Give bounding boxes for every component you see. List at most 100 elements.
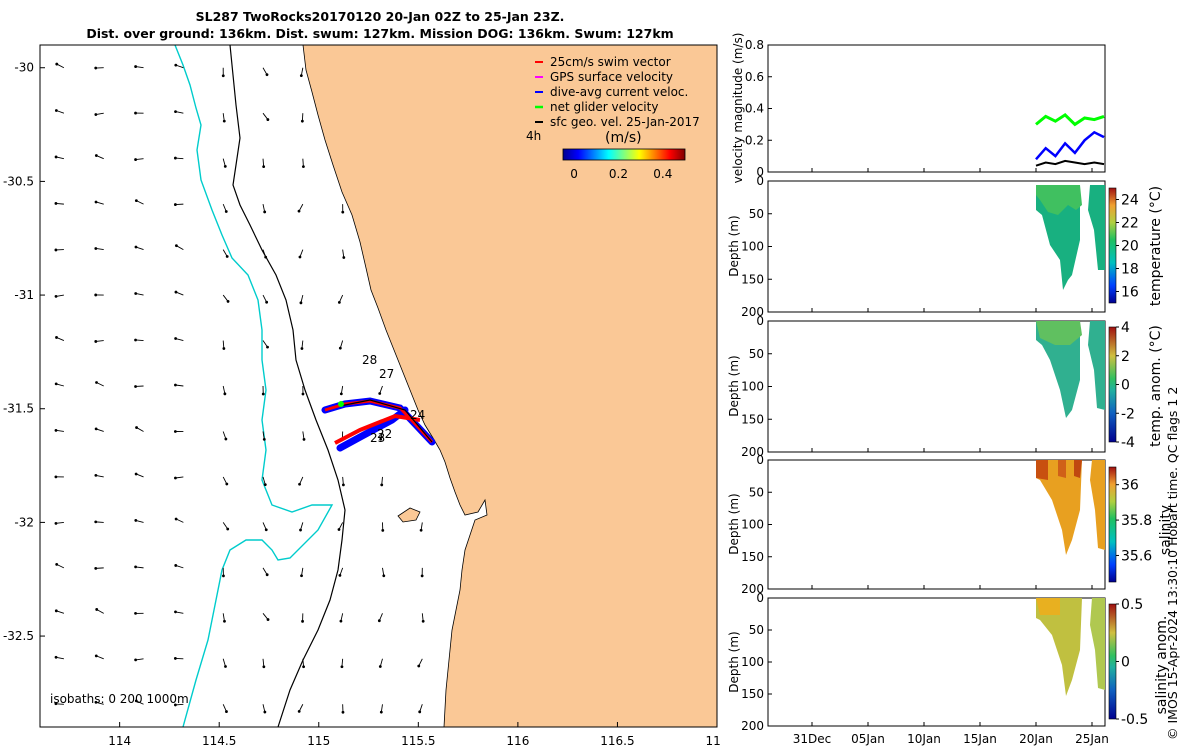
velocity-arrow-head [265, 573, 269, 577]
velocity-arrow-head [54, 702, 58, 706]
panel-y-tick-label: 100 [741, 655, 764, 669]
velocity-arrow-head [134, 65, 138, 68]
velocity-arrow-head [174, 337, 178, 340]
velocity-arrow-head [173, 657, 177, 660]
velocity-arrow-head [299, 301, 303, 305]
velocity-arrow-head [134, 472, 138, 476]
velocity-arrow-head [94, 154, 98, 157]
panel-y-tick-label: 100 [741, 380, 764, 394]
time-step-label: 4h [526, 129, 541, 143]
velocity-arrow-head [94, 473, 98, 477]
velocity-arrow-head [174, 110, 177, 113]
velocity-arrow-head [266, 618, 270, 621]
velocity-arrow-head [262, 665, 266, 669]
day-label-23: 23 [370, 431, 385, 445]
velocity-arrow-head [380, 483, 384, 487]
velocity-arrow-head [301, 619, 304, 623]
velocity-arrow-head [223, 392, 227, 396]
velocity-arrow-head [95, 608, 99, 611]
panel-y-tick-label: 0 [756, 174, 764, 188]
velocity-arrow-head [54, 609, 58, 613]
velocity-arrow-head [94, 520, 98, 524]
salinity-anomaly-section [1036, 598, 1105, 696]
colorbar-tick-label: 16 [1121, 285, 1139, 301]
velocity-arrow-head [300, 574, 303, 578]
velocity-arrow-head [222, 347, 226, 350]
velocity-arrow-head [54, 202, 58, 205]
velocity-arrow-head [94, 293, 98, 297]
velocity-arrow-head [420, 574, 424, 578]
panel-x-tick-label: 20Jan [1019, 732, 1053, 746]
map-y-tick-label: -30.5 [3, 174, 34, 188]
velocity-arrow-head [298, 482, 301, 486]
legend-geo: sfc geo. vel. 25-Jan-2017 [550, 115, 700, 129]
velocity-arrow-head [225, 255, 229, 258]
colorbar-tick-label: 0 [1121, 378, 1130, 394]
colorbar-tick-label: -2 [1121, 406, 1135, 422]
isobath-200m [229, 45, 346, 727]
velocity-arrow-head [341, 483, 345, 487]
velocity-arrow-head [174, 290, 178, 294]
panel-y-tick-label: 50 [749, 623, 764, 637]
velocity-arrow-head [94, 700, 98, 704]
velocity-arrow-head [54, 382, 58, 386]
panel-y-tick-label: 150 [741, 272, 764, 286]
velocity-arrow-head [301, 165, 305, 169]
velocity-arrow-head [299, 528, 302, 532]
velocity-arrow-head [94, 654, 98, 658]
velocity-arrow-head [265, 300, 269, 304]
map-colorbar-tick-label: 0.4 [653, 167, 672, 181]
panel-x-tick-label: 25Jan [1075, 732, 1109, 746]
map-colorbar-tick-label: 0 [570, 167, 578, 181]
velocity-arrow-head [54, 428, 58, 432]
velocity-arrow-head [377, 619, 381, 623]
salinity-colorbar-label: salinity [1158, 505, 1174, 555]
velocity-ylabel: velocity magnitude (m/s) [731, 33, 745, 184]
velocity-arrow-head [94, 200, 98, 204]
velocity-arrow-head [134, 245, 138, 249]
velocity-arrow-head [222, 574, 225, 578]
colorbar-tick-label: 4 [1121, 320, 1130, 336]
rottnest-island [397, 507, 421, 523]
velocity-arrow-head [174, 244, 178, 248]
panel-y-tick-label: 200 [741, 445, 764, 459]
map-x-tick-label: 115 [307, 734, 330, 748]
panel-x-tick-label: 10Jan [907, 732, 941, 746]
panel-y-tick-label: 150 [741, 412, 764, 426]
velocity-arrow-head [225, 482, 229, 486]
panel-x-axis: 31Dec 05Jan 10Jan 15Jan 20Jan 25Jan [793, 168, 1109, 746]
velocity-arrow-head [263, 710, 267, 714]
map-x-tick-label: 114.5 [202, 734, 236, 748]
velocity-arrow-head [54, 655, 58, 659]
legend-current: dive-avg current veloc. [550, 85, 688, 99]
velocity-arrow-head [300, 119, 304, 123]
map-y-tick-label: -31 [14, 288, 34, 302]
panel-y-tick-label: 200 [741, 719, 764, 733]
map-y-tick-label: -32.5 [3, 629, 34, 643]
velocity-arrow-head [382, 574, 386, 578]
velocity-arrow-head [301, 392, 305, 396]
velocity-arrow-head [221, 74, 225, 78]
velocity-panel [767, 44, 1106, 173]
velocity-arrow-head [338, 573, 342, 577]
colorbar-tick-label: 0.5 [1121, 597, 1143, 613]
day-label-24: 24 [410, 408, 425, 422]
temperature-anomaly-colorbar [1108, 326, 1117, 443]
velocity-arrow-head [265, 73, 269, 77]
chart-title-line-2: Dist. over ground: 136km. Dist. swum: 12… [86, 26, 674, 41]
colorbar-tick-label: 36 [1121, 478, 1139, 494]
velocity-arrow-head [379, 710, 383, 714]
panel-y-tick-label: 200 [741, 582, 764, 596]
map-x-tick-label: 116.5 [600, 734, 634, 748]
day-label-27: 27 [379, 367, 394, 381]
panel-y-tick-label: 100 [741, 518, 764, 532]
velocity-arrow-head [226, 300, 230, 303]
velocity-arrow-head [262, 437, 266, 441]
panel-y-tick-label: 0.2 [745, 133, 764, 147]
velocity-arrow-head [341, 710, 345, 714]
panel-y-tick-label: 0.6 [745, 70, 764, 84]
velocity-arrow-head [264, 528, 268, 532]
velocity-arrow-head [55, 336, 58, 339]
panel-y-tick-label: 0 [756, 314, 764, 328]
